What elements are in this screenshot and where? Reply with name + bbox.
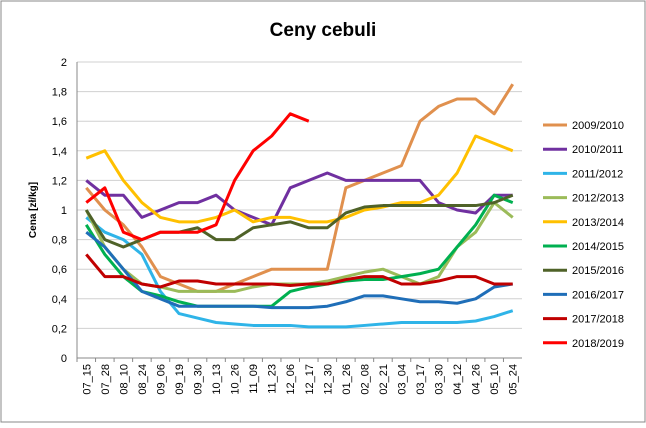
y-tick-label: 1,2	[52, 175, 67, 187]
y-tick-label: 1	[61, 205, 67, 217]
x-tick-label: 09_19	[174, 364, 186, 395]
x-tick-label: 04_26	[471, 364, 483, 395]
x-tick-label: 11_09	[248, 364, 260, 394]
x-tick-label: 08_24	[137, 364, 149, 395]
x-tick-label: 12_17	[304, 364, 316, 395]
legend-label: 2018/2019	[572, 338, 624, 350]
legend-label: 2012/2013	[572, 193, 624, 205]
legend-label: 2010/2011	[572, 144, 623, 156]
x-tick-label: 10_13	[211, 364, 223, 395]
x-tick-label: 08_10	[118, 364, 130, 395]
legend-label: 2015/2016	[572, 265, 624, 277]
y-tick-label: 0	[61, 353, 67, 365]
chart-title: Ceny cebuli	[270, 20, 377, 41]
x-tick-label: 05_10	[489, 364, 501, 395]
legend-label: 2013/2014	[572, 217, 624, 229]
y-tick-label: 1,8	[52, 87, 67, 99]
y-axis-label: Cena [zł/kg]	[28, 182, 39, 238]
y-tick-label: 1,4	[52, 146, 67, 158]
x-tick-label: 12_06	[285, 364, 297, 395]
x-tick-label: 03_30	[434, 364, 446, 395]
x-tick-label: 03_17	[415, 364, 427, 395]
x-tick-label: 03_04	[396, 364, 408, 395]
x-tick-label: 11_23	[267, 364, 279, 394]
y-tick-label: 0,4	[52, 294, 67, 306]
series-line	[85, 231, 513, 310]
series-line	[85, 253, 513, 289]
y-tick-label: 0,2	[52, 323, 67, 335]
series-line	[85, 171, 513, 227]
legend-label: 2009/2010	[572, 120, 624, 132]
x-tick-label: 01_26	[341, 364, 353, 395]
series-line	[84, 193, 514, 308]
legend-label: 2011/2012	[572, 168, 623, 180]
x-tick-label: 05_24	[508, 364, 520, 395]
series-line	[85, 83, 515, 293]
x-tick-label: 09_06	[155, 364, 167, 395]
x-tick-label: 10_26	[230, 364, 242, 395]
y-tick-label: 0,6	[52, 264, 67, 276]
y-tick-label: 2	[61, 57, 67, 69]
x-tick-label: 07_28	[100, 364, 112, 395]
series-line	[85, 112, 310, 242]
series-line	[85, 134, 514, 224]
x-tick-label: 04_12	[452, 364, 464, 395]
x-tick-label: 02_21	[378, 364, 390, 395]
legend-label: 2017/2018	[572, 314, 624, 326]
x-tick-label: 09_30	[193, 364, 205, 395]
x-tick-label: 12_30	[322, 364, 334, 395]
x-tick-label: 07_15	[81, 364, 93, 395]
y-tick-label: 0,8	[52, 235, 67, 247]
legend-label: 2016/2017	[572, 289, 624, 301]
y-tick-label: 1,6	[52, 116, 67, 128]
x-tick-label: 02_08	[359, 364, 371, 395]
legend-label: 2014/2015	[572, 241, 624, 253]
